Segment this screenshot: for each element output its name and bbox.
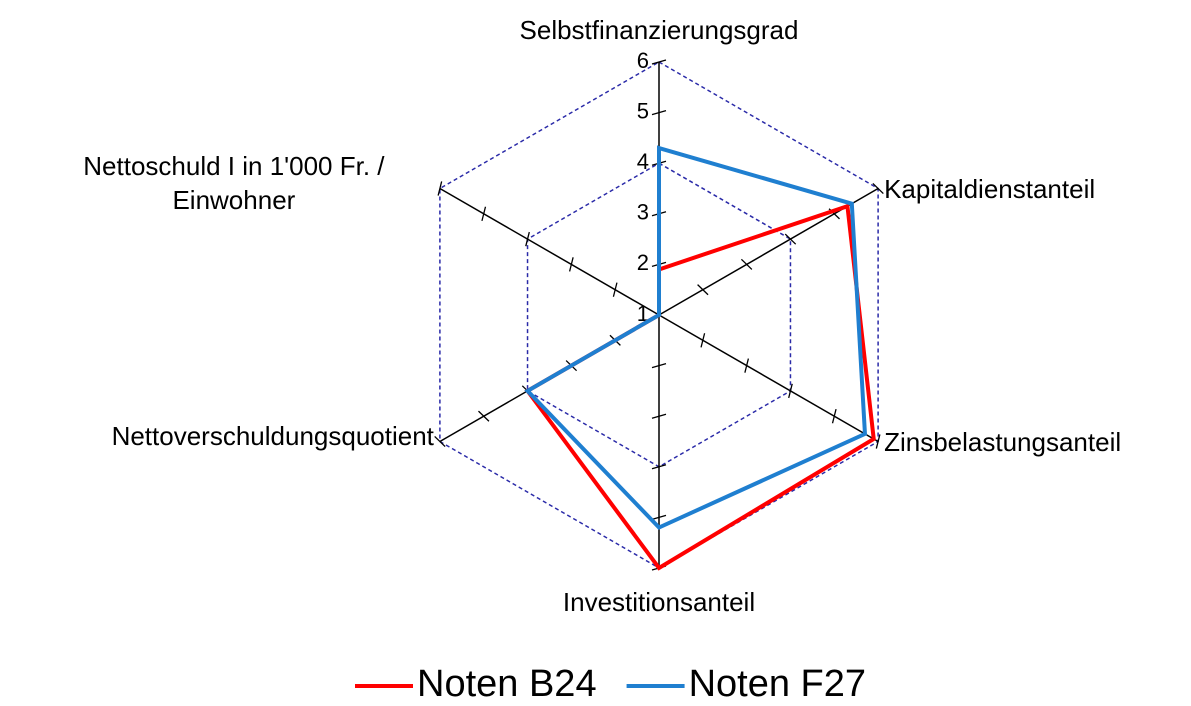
r-tick-label: 6: [637, 48, 649, 73]
r-tick-label: 2: [637, 250, 649, 275]
tick-mark: [744, 358, 750, 373]
tick-mark: [481, 206, 487, 222]
category-label: Investitionsanteil: [562, 587, 756, 617]
tick-mark: [651, 464, 667, 470]
tick-mark: [651, 362, 667, 369]
tick-mark: [700, 333, 706, 348]
tick-mark: [875, 434, 881, 449]
tick-mark: [651, 514, 667, 521]
category-label: Selbstfinanzierungsgrad: [519, 15, 799, 45]
category-label: Nettoschuld I in 1'000 Fr. / Einwohner: [83, 150, 385, 215]
r-tick-label: 3: [637, 200, 649, 225]
tick-mark: [651, 413, 667, 419]
r-tick-label: 1: [637, 301, 649, 326]
axis-line: [658, 314, 879, 443]
legend-label: Noten F27: [689, 663, 866, 705]
tick-mark: [612, 282, 618, 297]
tick-mark: [788, 383, 793, 399]
series-line: [524, 145, 868, 530]
r-tick-label: 4: [637, 149, 649, 174]
tick-mark: [872, 182, 884, 195]
tick-mark: [740, 258, 753, 270]
r-tick-label: 5: [637, 98, 649, 123]
legend-label: Noten B24: [417, 663, 597, 705]
series-line: [524, 203, 876, 571]
category-label: Nettoverschuldungsquotient: [111, 420, 434, 451]
axis-line: [439, 187, 660, 316]
tick-mark: [568, 257, 574, 272]
tick-mark: [651, 109, 667, 116]
tick-mark: [831, 408, 837, 424]
tick-mark: [437, 181, 443, 196]
tick-mark: [651, 59, 667, 65]
tick-mark: [784, 233, 797, 245]
category-label: Kapitaldienstanteil: [884, 173, 1096, 204]
tick-mark: [525, 231, 530, 247]
tick-mark: [478, 410, 490, 422]
tick-mark: [434, 435, 446, 448]
tick-mark: [697, 284, 709, 296]
category-label: Zinsbelastungsanteil: [884, 426, 1122, 457]
